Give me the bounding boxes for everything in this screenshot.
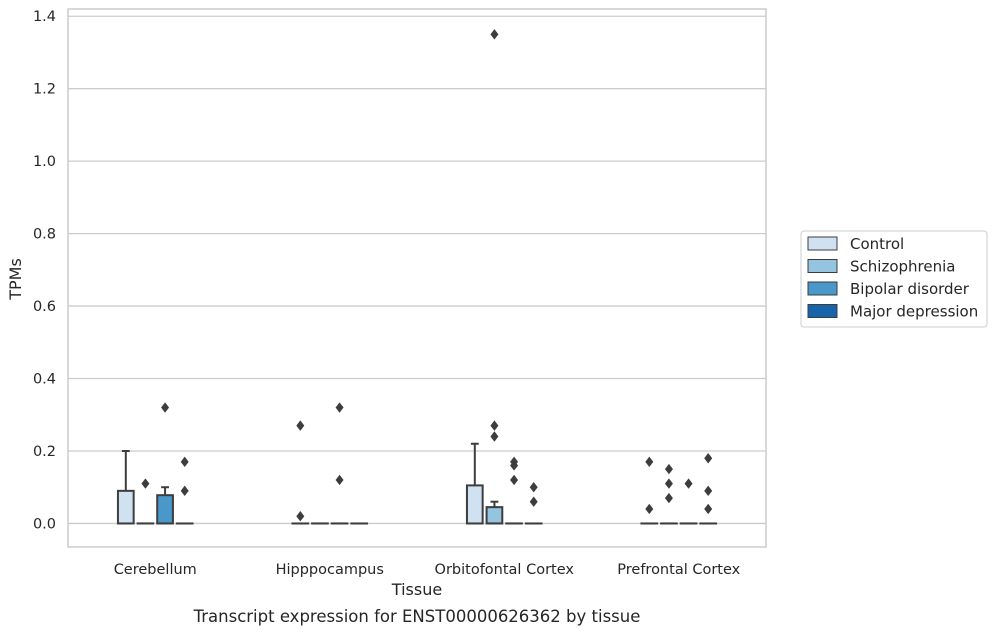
- box: [640, 456, 659, 525]
- outlier-point: [664, 478, 673, 489]
- outlier-point: [529, 482, 538, 493]
- box: [291, 420, 310, 525]
- legend-item: Schizophrenia: [807, 258, 955, 276]
- outlier-point: [529, 496, 538, 507]
- box-iqr: [116, 489, 135, 525]
- y-tick-label: 0.2: [33, 444, 56, 460]
- legend: Control Schizophrenia Bipolar disorder Majo…: [800, 230, 988, 328]
- outlier-point: [684, 478, 693, 489]
- outlier-point: [645, 456, 654, 468]
- outlier-point: [704, 453, 713, 464]
- box: [679, 478, 698, 525]
- y-tick-label: 0.4: [33, 372, 56, 388]
- box: [660, 463, 678, 525]
- box: [116, 449, 135, 525]
- y-axis-label: TPMs: [6, 258, 25, 301]
- series-bipolar-disorder: [156, 402, 698, 525]
- box-iqr: [156, 494, 174, 525]
- box-iqr: [465, 484, 484, 525]
- outlier-point: [645, 503, 654, 515]
- series-schizophrenia: [136, 29, 678, 525]
- legend-frame: [800, 230, 988, 328]
- x-tick-label: Prefrontal Cortex: [617, 562, 740, 578]
- legend-swatch: [807, 259, 838, 273]
- legend-swatch: [807, 281, 838, 296]
- y-tick-label: 0.0: [33, 516, 56, 532]
- series-major-depression: [175, 453, 718, 525]
- outlier-point: [490, 420, 499, 431]
- legend-item: Control: [807, 235, 904, 253]
- x-tick-label: Cerebellum: [114, 562, 197, 578]
- legend-label: Major depression: [850, 303, 978, 321]
- box: [505, 456, 523, 525]
- box-series: [116, 29, 718, 525]
- outlier-point: [296, 420, 305, 431]
- legend-swatch: [807, 236, 838, 251]
- outlier-point: [335, 474, 344, 486]
- x-tick-label: Orbitofontal Cortex: [435, 562, 575, 578]
- x-tick-label: Hipppocampus: [276, 562, 384, 578]
- box: [330, 402, 349, 525]
- y-tick-label: 1.2: [33, 82, 56, 98]
- legend-label: Schizophrenia: [850, 258, 955, 276]
- y-tick-label: 1.4: [33, 9, 56, 25]
- plot-frame: [67, 8, 767, 548]
- outlier-point: [664, 492, 673, 504]
- box: [485, 29, 504, 525]
- legend-label: Bipolar disorder: [850, 280, 970, 298]
- outlier-point: [180, 485, 189, 497]
- outlier-point: [704, 503, 713, 515]
- outlier-point: [664, 463, 673, 475]
- outlier-point: [180, 456, 189, 468]
- legend-label: Control: [850, 235, 904, 253]
- outlier-point: [510, 460, 519, 471]
- outlier-point: [510, 474, 519, 486]
- outlier-point: [490, 29, 499, 40]
- y-tick-label: 0.8: [33, 227, 56, 243]
- y-tick-labels: 0.0 0.2 0.4 0.6 0.8 1.0 1.2 1.4: [33, 9, 56, 532]
- chart-caption: Transcript expression for ENST0000062636…: [193, 607, 641, 626]
- outlier-point: [161, 402, 170, 413]
- outlier-point: [335, 402, 344, 413]
- x-tick-labels: Cerebellum Hipppocampus Orbitofontal Corte…: [114, 562, 741, 578]
- outlier-point: [296, 511, 305, 522]
- box: [699, 453, 718, 525]
- x-axis-label: Tissue: [391, 580, 442, 599]
- box: [136, 478, 155, 525]
- outlier-point: [141, 478, 150, 489]
- y-tick-label: 0.6: [33, 299, 56, 315]
- box: [175, 456, 194, 525]
- box-iqr: [485, 506, 504, 525]
- outlier-point: [704, 485, 713, 497]
- box: [524, 482, 543, 525]
- y-tick-label: 1.0: [33, 154, 56, 170]
- legend-item: Bipolar disorder: [807, 280, 970, 298]
- legend-swatch: [807, 304, 838, 318]
- series-control: [116, 420, 659, 525]
- legend-item: Major depression: [807, 303, 978, 321]
- box: [156, 402, 174, 525]
- plot-area-frame: [67, 8, 767, 548]
- outlier-point: [490, 431, 499, 442]
- box: [465, 442, 484, 525]
